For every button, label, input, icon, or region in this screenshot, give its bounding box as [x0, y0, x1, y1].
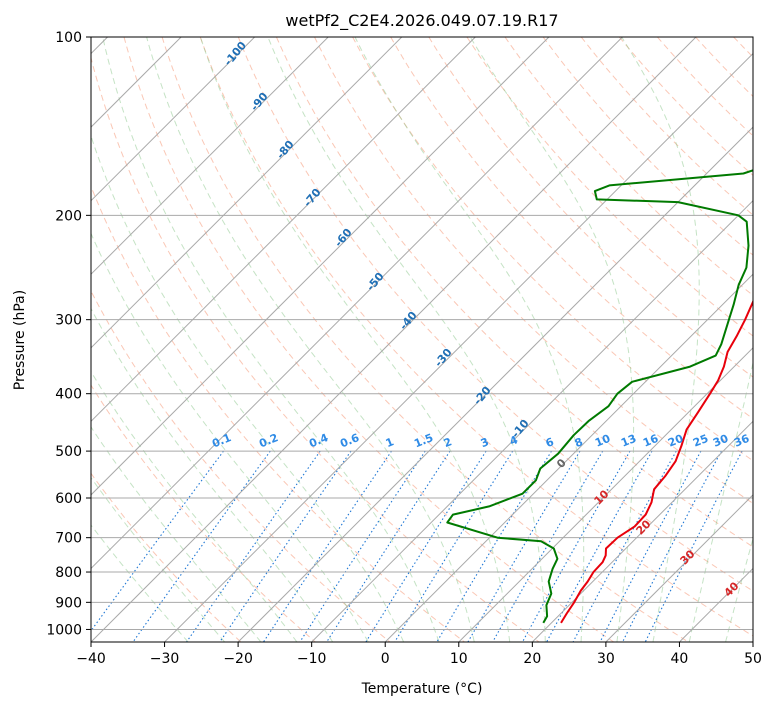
reference-line-label: 13 — [619, 432, 638, 450]
y-tick-label: 1000 — [46, 622, 82, 638]
moist-adiabat-line — [354, 37, 585, 642]
isotherm-line — [384, 273, 753, 642]
plot-background — [91, 37, 753, 642]
y-tick-label: 200 — [55, 208, 82, 224]
isotherm-line — [91, 37, 550, 496]
moist-adiabat-line — [91, 426, 262, 642]
isotherm-line — [605, 494, 753, 642]
moist-adiabat-line — [199, 37, 511, 642]
y-tick-label: 300 — [55, 313, 82, 329]
x-tick-label: 0 — [381, 651, 390, 667]
isotherm-line — [458, 347, 753, 642]
dry-adiabat-line — [91, 185, 465, 642]
isotherm-line — [91, 37, 697, 642]
y-tick-label: 500 — [55, 444, 82, 460]
dry-adiabat-line — [390, 37, 753, 420]
moist-adiabat-line — [102, 37, 440, 642]
dry-adiabat-line — [428, 37, 753, 378]
dry-adiabat-line — [466, 37, 753, 337]
mixing-ratio-line — [394, 450, 514, 642]
isotherm-line — [237, 126, 753, 642]
y-tick-label: 700 — [55, 531, 82, 547]
dry-adiabat-line — [275, 37, 753, 548]
moist-adiabat-line — [688, 360, 753, 642]
mixing-ratio-line — [132, 450, 271, 642]
isotherm-line — [91, 37, 403, 349]
reference-line-label: 20 — [666, 432, 685, 450]
reference-line-label: 16 — [641, 432, 660, 450]
grid-lines — [91, 37, 753, 642]
mixing-ratio-line — [546, 450, 653, 642]
y-tick-label: 600 — [55, 491, 82, 507]
reference-line-label: 25 — [691, 432, 710, 450]
mixing-ratio-line — [492, 450, 604, 642]
isotherm-line — [91, 37, 623, 570]
x-axis: −40 −30 −20 −10 0 10 20 30 40 50 — [76, 642, 762, 667]
x-tick-label: 10 — [450, 651, 468, 667]
dry-adiabat-line — [161, 37, 689, 642]
reference-line-label: 10 — [593, 432, 612, 450]
plot-frame — [90, 36, 754, 643]
dry-adiabat-line — [314, 37, 753, 505]
moist-adiabat-line — [146, 37, 475, 642]
reference-line-label: 8 — [573, 435, 585, 450]
reference-line-label: 1 — [384, 435, 396, 450]
isotherm-line — [531, 420, 753, 642]
x-tick-label: 30 — [597, 651, 615, 667]
mixing-ratio-line — [365, 450, 487, 642]
dry-adiabat-line — [123, 37, 614, 642]
x-tick-label: 40 — [671, 651, 689, 667]
moist-adiabat-line — [91, 134, 405, 642]
dry-adiabat-line — [580, 37, 753, 216]
y-axis: 100 200 300 400 500 600 700 800 900 1000 — [46, 30, 91, 638]
dry-adiabat-line — [237, 37, 753, 592]
moist-adiabat-line — [725, 536, 753, 642]
profile-line — [446, 169, 753, 624]
profile-lines — [446, 169, 753, 624]
mixing-ratio-line — [522, 450, 631, 642]
moist-adiabat-line — [91, 370, 298, 642]
dry-adiabat-line — [542, 37, 753, 256]
y-axis-label: Pressure (hPa) — [12, 290, 28, 390]
moist-adiabat-line — [91, 524, 189, 642]
moist-adiabat-line — [621, 37, 700, 642]
mixing-ratio-line — [467, 450, 581, 642]
moist-adiabat-line — [267, 37, 546, 642]
mixing-ratio-line — [599, 450, 702, 642]
profile-line — [560, 299, 753, 624]
dry-adiabat-line — [352, 37, 753, 462]
isotherm-line — [91, 37, 476, 423]
chart-title: wetPf2_C2E4.2026.049.07.19.R17 — [285, 11, 558, 31]
isotherm-line — [311, 199, 753, 642]
x-tick-label: −20 — [223, 651, 253, 667]
isotherm-line — [91, 37, 256, 202]
moist-adiabat-line — [91, 307, 334, 642]
reference-line-label: 3 — [479, 435, 491, 450]
reference-line-label: 36 — [732, 432, 751, 450]
isotherm-line — [164, 52, 753, 642]
dry-adiabat-line — [199, 37, 753, 637]
reference-line-label: 2 — [442, 435, 454, 450]
isotherm-line — [91, 37, 329, 275]
moist-adiabat-line — [91, 232, 369, 642]
x-axis-label: Temperature (°C) — [361, 681, 483, 697]
dry-adiabat-line — [91, 290, 391, 642]
reference-line-label: 30 — [711, 432, 730, 450]
y-tick-label: 900 — [55, 595, 82, 611]
x-tick-label: −40 — [76, 651, 106, 667]
y-tick-label: 400 — [55, 387, 82, 403]
x-tick-label: 20 — [523, 651, 541, 667]
dry-adiabat-line — [91, 55, 540, 642]
moist-adiabat-line — [91, 476, 225, 642]
isotherm-line — [752, 641, 753, 642]
y-tick-label: 100 — [55, 30, 82, 46]
x-tick-label: 50 — [744, 651, 762, 667]
mixing-ratio-line — [186, 450, 321, 642]
mixing-ratio-line — [219, 450, 352, 642]
x-tick-label: −30 — [150, 651, 180, 667]
x-tick-label: −10 — [297, 651, 327, 667]
mixing-ratio-line — [622, 450, 722, 642]
y-tick-label: 800 — [55, 565, 82, 581]
